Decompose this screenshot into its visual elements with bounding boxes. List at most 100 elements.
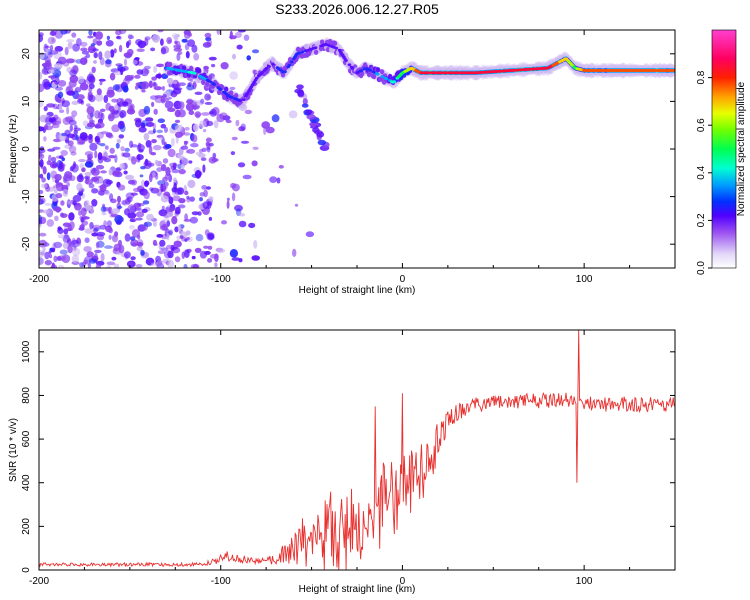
branch-blob — [294, 88, 304, 94]
noise-speckle — [109, 72, 116, 81]
noise-speckle — [176, 187, 185, 195]
noise-speckle — [91, 66, 96, 74]
noise-speckle — [206, 146, 211, 153]
noise-speckle — [181, 158, 190, 165]
ridge-core — [384, 77, 389, 81]
noise-speckle — [83, 259, 88, 265]
noise-speckle — [195, 151, 202, 156]
noise-speckle — [160, 164, 167, 172]
noise-speckle — [72, 247, 81, 257]
noise-speckle — [146, 213, 155, 221]
noise-speckle — [166, 220, 171, 227]
noise-speckle — [53, 189, 58, 194]
noise-speckle — [84, 171, 92, 177]
noise-speckle — [184, 190, 189, 196]
y-tick-label: 800 — [21, 387, 32, 404]
noise-speckle — [106, 35, 110, 41]
noise-speckle — [167, 250, 174, 259]
noise-speckle — [101, 211, 107, 216]
noise-speckle — [111, 98, 119, 103]
snr-series-line — [39, 330, 675, 570]
noise-speckle — [207, 245, 213, 250]
noise-speckle — [99, 143, 106, 147]
noise-speckle — [236, 44, 243, 50]
noise-speckle — [43, 106, 48, 112]
noise-speckle — [136, 246, 143, 252]
noise-speckle — [145, 257, 155, 266]
y-tick-label: 0 — [21, 567, 32, 573]
branch-blob — [306, 114, 317, 120]
x-tick-label: 100 — [576, 576, 593, 587]
noise-speckle — [152, 128, 156, 134]
spectrogram-x-label: Height of straight line (km) — [299, 285, 416, 296]
noise-speckle — [194, 247, 202, 253]
noise-speckle — [134, 57, 140, 61]
noise-speckle — [46, 172, 51, 181]
noise-speckle — [188, 110, 195, 116]
snr-plot — [39, 330, 675, 570]
noise-speckle — [167, 107, 176, 112]
noise-speckle — [190, 143, 199, 148]
noise-speckle — [154, 95, 164, 99]
noise-speckle — [244, 109, 253, 115]
noise-speckle — [183, 30, 191, 35]
noise-speckle — [234, 204, 243, 212]
noise-speckle — [114, 104, 119, 111]
noise-speckle — [204, 32, 212, 38]
noise-speckle — [57, 264, 65, 268]
noise-speckle — [178, 82, 186, 87]
ridge-core — [380, 75, 384, 78]
ridge-core — [313, 46, 318, 50]
noise-speckle — [94, 249, 102, 254]
noise-speckle — [58, 102, 63, 111]
noise-speckle — [44, 251, 50, 260]
noise-speckle — [229, 86, 236, 91]
noise-speckle — [143, 65, 151, 70]
noise-speckle — [122, 152, 131, 158]
noise-speckle — [60, 213, 68, 219]
x-tick-label: 100 — [576, 274, 593, 285]
noise-speckle — [168, 39, 172, 43]
branch-blob — [310, 121, 317, 128]
noise-speckle — [174, 40, 178, 45]
noise-speckle — [71, 100, 79, 105]
noise-speckle — [144, 68, 150, 75]
noise-speckle — [89, 222, 94, 230]
noise-speckle — [152, 122, 156, 130]
noise-speckle — [151, 76, 157, 81]
noise-speckle — [138, 126, 147, 133]
noise-speckle — [39, 83, 45, 93]
noise-speckle — [194, 91, 203, 96]
noise-speckle — [98, 185, 107, 189]
noise-speckle — [127, 212, 137, 219]
noise-speckle — [112, 171, 120, 177]
noise-speckle — [156, 262, 165, 268]
noise-speckle — [76, 141, 85, 146]
noise-speckle — [184, 140, 188, 146]
noise-speckle — [104, 145, 109, 150]
noise-speckle — [65, 58, 75, 64]
noise-speckle — [240, 123, 246, 131]
noise-speckle — [130, 236, 136, 241]
noise-speckle — [51, 163, 58, 168]
noise-speckle — [154, 159, 159, 165]
noise-speckle — [269, 176, 278, 184]
noise-speckle — [209, 253, 219, 259]
ridge-outer — [168, 61, 173, 67]
ridge-outer — [189, 65, 194, 71]
noise-speckle — [128, 35, 134, 40]
noise-speckle — [55, 193, 63, 199]
noise-speckle — [231, 183, 240, 192]
noise-speckle — [87, 35, 94, 39]
noise-speckle — [203, 65, 210, 70]
noise-speckle — [208, 142, 214, 147]
noise-speckle — [192, 101, 198, 111]
noise-speckle — [86, 73, 95, 82]
noise-speckle — [78, 173, 83, 180]
noise-speckle — [191, 211, 200, 216]
noise-speckle — [208, 216, 213, 221]
noise-speckle — [201, 147, 207, 152]
noise-speckle — [131, 179, 137, 186]
noise-speckle — [246, 55, 251, 61]
noise-speckle — [161, 223, 168, 231]
